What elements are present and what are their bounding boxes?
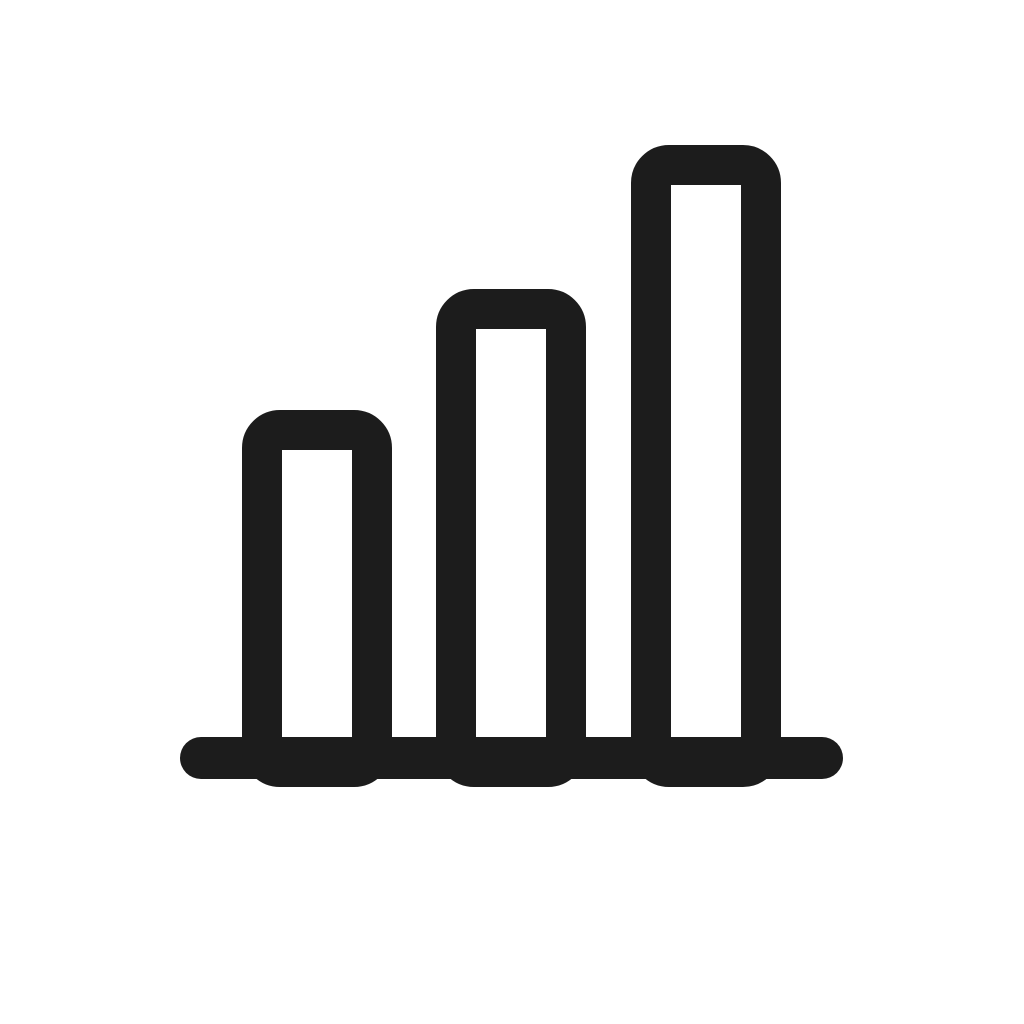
bar-medium xyxy=(436,289,586,787)
bar-tall xyxy=(631,145,781,787)
bar-short xyxy=(242,410,392,787)
